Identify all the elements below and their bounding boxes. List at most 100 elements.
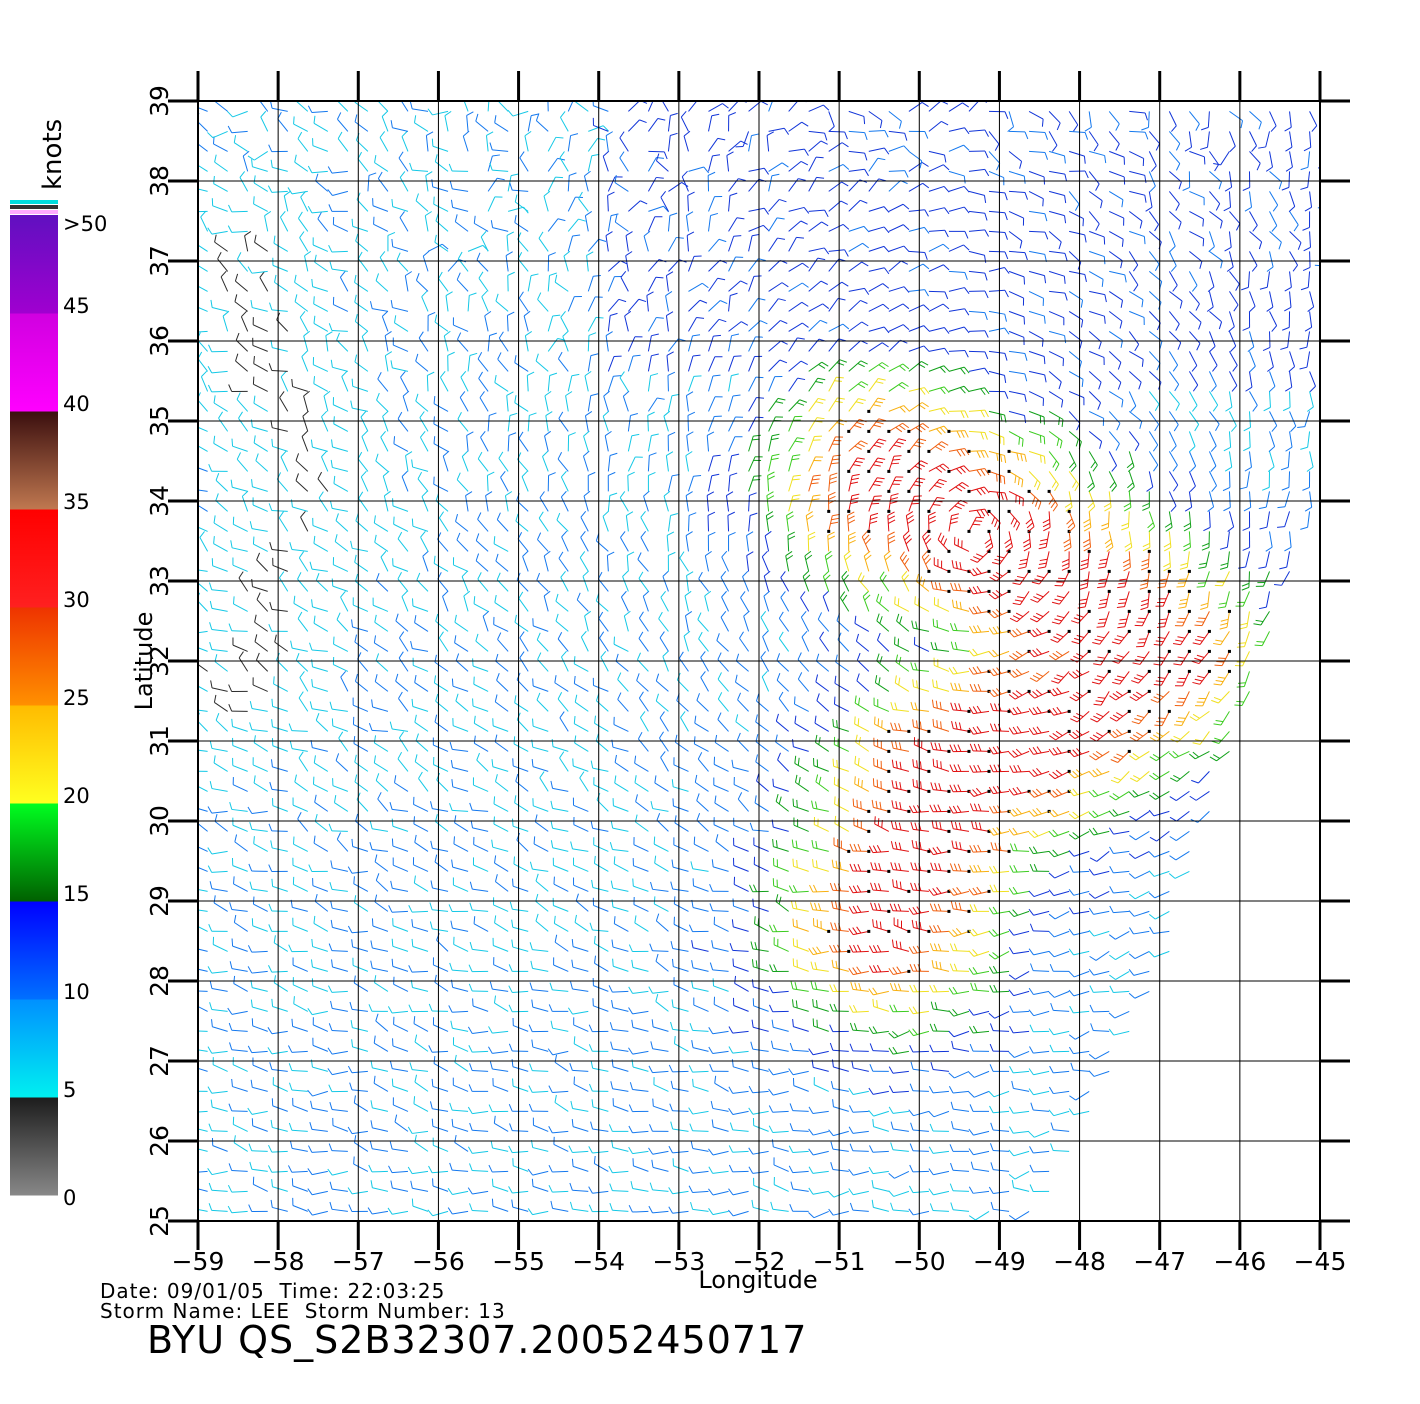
wind-barb — [208, 1168, 228, 1174]
wind-barb — [1110, 886, 1130, 893]
wind-barb — [1300, 171, 1309, 189]
wind-barb — [809, 248, 829, 254]
wind-barb — [877, 654, 889, 672]
wind-barb — [1125, 531, 1132, 551]
wind-barb — [991, 1162, 1009, 1171]
wind-barb — [992, 550, 1010, 564]
wind-barb — [375, 155, 388, 171]
wind-barb — [1279, 551, 1289, 568]
wind-barb — [260, 271, 268, 291]
wind-barb — [515, 615, 528, 631]
wind-barb — [518, 232, 529, 251]
rain-flag-marker — [907, 450, 910, 453]
wind-barb — [969, 568, 991, 576]
wind-barb — [869, 246, 889, 252]
wind-barb — [576, 894, 588, 912]
wind-barb — [656, 954, 668, 971]
wind-barb — [243, 151, 249, 171]
rain-flag-marker — [988, 850, 991, 853]
wind-barb — [1129, 969, 1149, 975]
wind-barb — [575, 915, 588, 931]
wind-barb — [279, 512, 288, 532]
wind-barb — [1009, 1051, 1029, 1057]
wind-barb — [319, 492, 328, 512]
wind-barb — [716, 834, 729, 851]
wind-barb — [431, 841, 448, 852]
wind-barb — [931, 863, 951, 873]
wind-barb — [241, 311, 247, 331]
colorbar-tick-label: 15 — [63, 882, 90, 906]
wind-barb — [1005, 531, 1013, 551]
wind-barb — [477, 253, 488, 272]
wind-barb — [1200, 131, 1209, 149]
wind-barb — [574, 1036, 588, 1051]
y-tick-label: 29 — [145, 885, 174, 917]
wind-barb — [709, 155, 720, 172]
wind-barb — [774, 937, 789, 951]
wind-barb — [1029, 831, 1049, 838]
rain-flag-marker — [1168, 590, 1171, 593]
wind-barb — [1285, 131, 1291, 151]
wind-barb — [355, 755, 368, 772]
wind-barb — [272, 439, 288, 452]
wind-barb — [193, 517, 208, 531]
wind-barb — [256, 453, 268, 471]
wind-barb — [729, 193, 738, 211]
wind-barb — [1243, 431, 1250, 450]
wind-barb — [489, 1026, 509, 1033]
wind-barb — [1049, 291, 1067, 300]
wind-barb — [1192, 650, 1211, 664]
wind-barb — [890, 1005, 909, 1012]
wind-barb — [854, 818, 870, 833]
wind-barb — [593, 898, 608, 912]
wind-barb — [891, 723, 911, 733]
wind-barb — [911, 662, 929, 671]
wind-barb — [1264, 391, 1271, 410]
wind-barb — [809, 475, 821, 491]
wind-barb — [1089, 151, 1106, 163]
wind-barb — [1229, 211, 1239, 230]
rain-flag-marker — [947, 790, 950, 793]
wind-barb — [1097, 570, 1111, 588]
wind-barb — [666, 452, 673, 472]
wind-barb — [1071, 610, 1090, 623]
wind-barb — [715, 796, 729, 812]
wind-barb — [809, 1211, 829, 1217]
wind-barb — [969, 311, 987, 319]
wind-barb — [214, 436, 228, 452]
wind-barb — [553, 858, 568, 872]
wind-barb — [620, 152, 629, 172]
rain-flag-marker — [947, 430, 950, 433]
wind-barb — [1009, 690, 1031, 699]
wind-barb — [1209, 451, 1216, 471]
wind-barb — [896, 655, 909, 672]
wind-barb — [989, 431, 1004, 445]
wind-barb — [668, 513, 677, 531]
wind-barb — [949, 1031, 969, 1037]
wind-barb — [1023, 530, 1030, 551]
wind-barb — [1209, 311, 1221, 329]
wind-barb — [439, 632, 448, 652]
wind-barb — [889, 204, 909, 211]
wind-barb — [1009, 1150, 1029, 1156]
wind-barb — [929, 1086, 949, 1093]
wind-barb — [1051, 630, 1071, 643]
wind-barb — [873, 919, 891, 933]
wind-barb — [809, 885, 828, 892]
wind-barb — [880, 572, 889, 592]
wind-barb — [515, 695, 529, 711]
wind-barb — [867, 458, 885, 473]
wind-barb — [591, 1061, 608, 1072]
wind-barb — [789, 323, 809, 331]
wind-barb — [1109, 231, 1123, 246]
wind-barb — [648, 158, 664, 172]
wind-barb — [809, 1167, 829, 1174]
wind-barb — [574, 716, 588, 731]
wind-barb — [512, 940, 528, 952]
wind-barb — [1029, 1069, 1049, 1075]
wind-barb — [403, 391, 409, 411]
wind-barb — [772, 1020, 789, 1032]
wind-barb — [1225, 391, 1231, 411]
wind-barb — [1239, 611, 1249, 629]
wind-barb — [931, 581, 950, 592]
